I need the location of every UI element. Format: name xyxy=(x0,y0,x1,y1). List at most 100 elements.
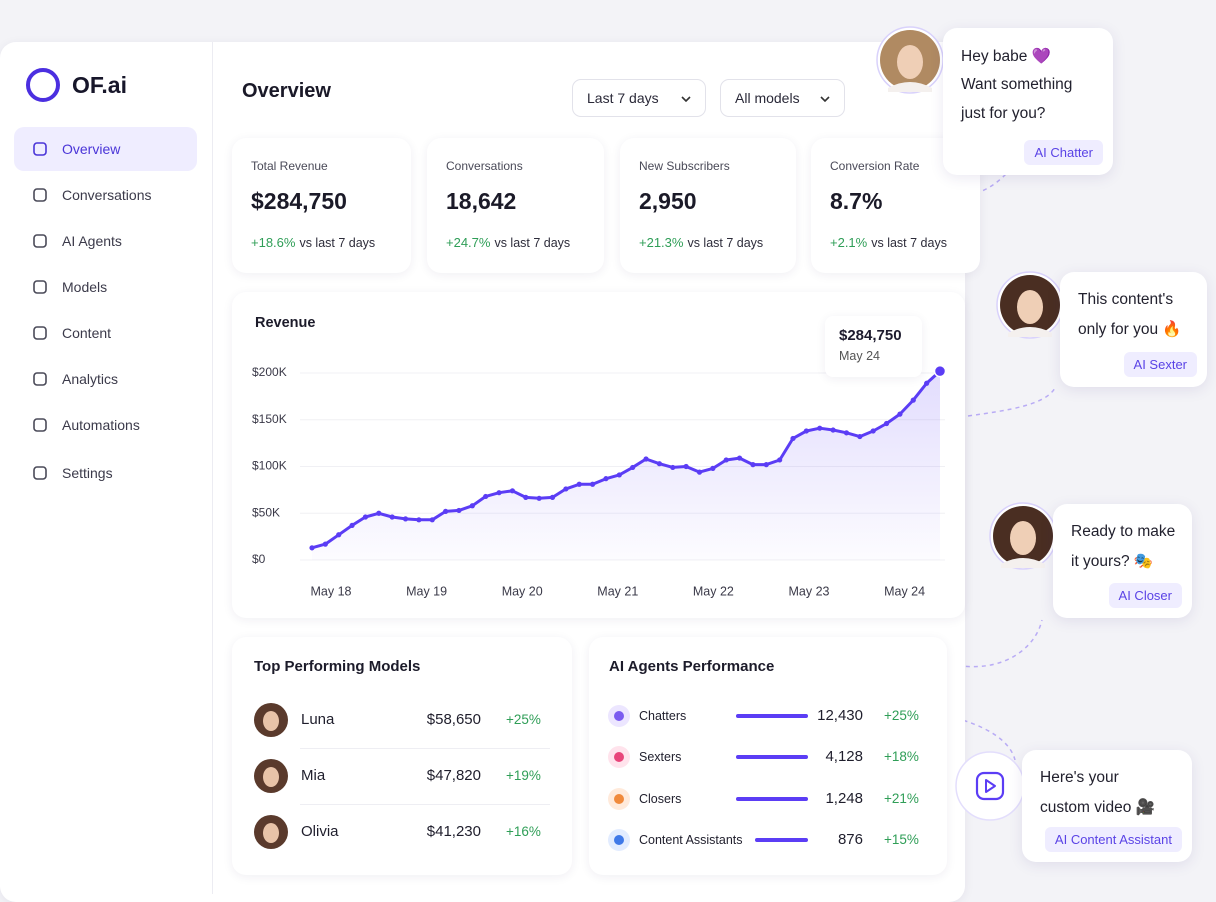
revenue-point xyxy=(683,463,689,470)
revenue-point xyxy=(456,507,462,514)
agent-bar xyxy=(736,755,808,759)
nav-label: Settings xyxy=(62,465,113,481)
chevron-path xyxy=(681,96,691,102)
model-name: Luna xyxy=(301,711,335,728)
revenue-point xyxy=(723,457,729,463)
chat-line: Ready to make xyxy=(1071,523,1176,540)
avatar-face xyxy=(1017,290,1043,324)
avatar-face xyxy=(1010,521,1036,555)
revenue-point xyxy=(790,435,796,442)
revenue-point xyxy=(509,488,516,494)
revenue-point xyxy=(362,514,369,520)
video-icon-ring xyxy=(955,751,1025,821)
x-tick-label: May 24 xyxy=(884,584,925,598)
chat-line: Hey babe 💜 xyxy=(961,48,1051,65)
chat-bubble: Hey babe 💜 Want something just for you? AI … xyxy=(943,28,1113,175)
revenue-point xyxy=(897,411,903,417)
logo-icon xyxy=(26,68,60,102)
chevron xyxy=(681,96,691,102)
nav-icon xyxy=(33,372,47,386)
nav-icon xyxy=(33,188,47,202)
revenue-point xyxy=(496,490,502,496)
chat-tag: AI Chatter xyxy=(1024,140,1103,165)
chat-bubble: Ready to make it yours? 🎭 AI Closer xyxy=(1053,504,1192,618)
agent-count: 4,128 xyxy=(825,748,863,765)
chat-tag: AI Closer xyxy=(1108,583,1182,608)
agent-icon-dot xyxy=(614,835,624,845)
y-tick-label: $150K xyxy=(252,412,287,426)
revenue-point xyxy=(322,541,328,547)
revenue-point xyxy=(710,465,716,471)
chat-line: it yours? 🎭 xyxy=(1071,553,1154,570)
stat-compare: vs last 7 days xyxy=(299,236,376,250)
revenue-area xyxy=(312,371,940,560)
top-models-title: Top Performing Models xyxy=(254,658,421,675)
chat-line: only for you 🔥 xyxy=(1078,321,1182,338)
avatar-shoulders xyxy=(1008,327,1052,337)
revenue-point xyxy=(349,522,355,529)
tooltip: $284,750 May 24 xyxy=(825,316,922,377)
revenue-point xyxy=(843,430,850,436)
nav-item[interactable]: Automations xyxy=(14,403,197,447)
chat-tag: AI Sexter xyxy=(1123,352,1197,377)
nav-item[interactable]: AI Agents xyxy=(14,219,197,263)
nav-item[interactable]: Settings xyxy=(14,451,197,495)
stat-label: New Subscribers xyxy=(639,159,730,173)
nav-item[interactable]: Analytics xyxy=(14,357,197,401)
nav-item[interactable]: Conversations xyxy=(14,173,197,217)
stat-label: Conversations xyxy=(446,159,523,173)
revenue-point xyxy=(483,493,489,500)
chat-bubble: Here's your custom video 🎥 AI Content Assi… xyxy=(1022,750,1192,862)
agent-bar xyxy=(755,838,808,842)
stat-compare: vs last 7 days xyxy=(871,236,947,250)
stat-compare: vs last 7 days xyxy=(687,236,764,250)
stat-value: $284,750 xyxy=(251,188,347,214)
nav-icon-shape xyxy=(33,466,47,480)
revenue-point xyxy=(443,508,449,514)
revenue-point xyxy=(803,428,809,434)
chat-line: just for you? xyxy=(961,105,1046,122)
nav-item[interactable]: Overview xyxy=(14,127,197,171)
revenue-point xyxy=(777,457,783,463)
nav-label: Analytics xyxy=(62,371,119,387)
revenue-point xyxy=(933,364,947,378)
tooltip-value: $284,750 xyxy=(839,327,902,344)
nav-icon xyxy=(33,466,47,480)
nav-icon xyxy=(33,326,47,340)
filter-dropdown[interactable]: All models xyxy=(720,79,845,117)
revenue-point xyxy=(736,455,743,461)
stat-value: 18,642 xyxy=(446,188,517,214)
nav-item[interactable]: Models xyxy=(14,265,197,309)
revenue-point xyxy=(536,495,542,501)
nav-item[interactable]: Content xyxy=(14,311,197,355)
nav-icon-shape xyxy=(33,188,47,202)
revenue-title: Revenue xyxy=(255,315,316,331)
chat-tag: AI Content Assistant xyxy=(1044,827,1182,852)
nav-label: Conversations xyxy=(62,187,152,203)
revenue-point xyxy=(910,397,916,403)
chat-avatar xyxy=(876,26,944,94)
model-change: +19% xyxy=(506,768,541,783)
agent-icon xyxy=(608,705,630,727)
stat-card: Conversations 18,642 +24.7% vs last 7 days xyxy=(427,138,604,273)
row-divider xyxy=(300,804,550,805)
x-tick-label: May 18 xyxy=(311,584,352,598)
revenue-point xyxy=(523,494,529,500)
revenue-point xyxy=(924,380,930,386)
agent-icon-dot xyxy=(614,711,624,721)
chat-avatar xyxy=(989,502,1057,570)
row-divider xyxy=(300,748,550,749)
filter-label: Last 7 days xyxy=(587,90,659,106)
stat-value: 2,950 xyxy=(639,188,697,214)
filter-dropdown[interactable]: Last 7 days xyxy=(572,79,706,117)
stat-compare: vs last 7 days xyxy=(494,236,571,250)
revenue-point xyxy=(416,517,422,523)
avatar-face xyxy=(263,711,279,731)
agent-count: 876 xyxy=(837,831,863,848)
nav-icon xyxy=(33,280,47,294)
nav-icon-shape xyxy=(33,372,47,386)
stat-change-row: +21.3% vs last 7 days xyxy=(639,235,763,250)
x-tick-label: May 23 xyxy=(789,584,830,598)
revenue-point xyxy=(309,545,315,551)
logo-text: OF.ai xyxy=(72,72,127,98)
